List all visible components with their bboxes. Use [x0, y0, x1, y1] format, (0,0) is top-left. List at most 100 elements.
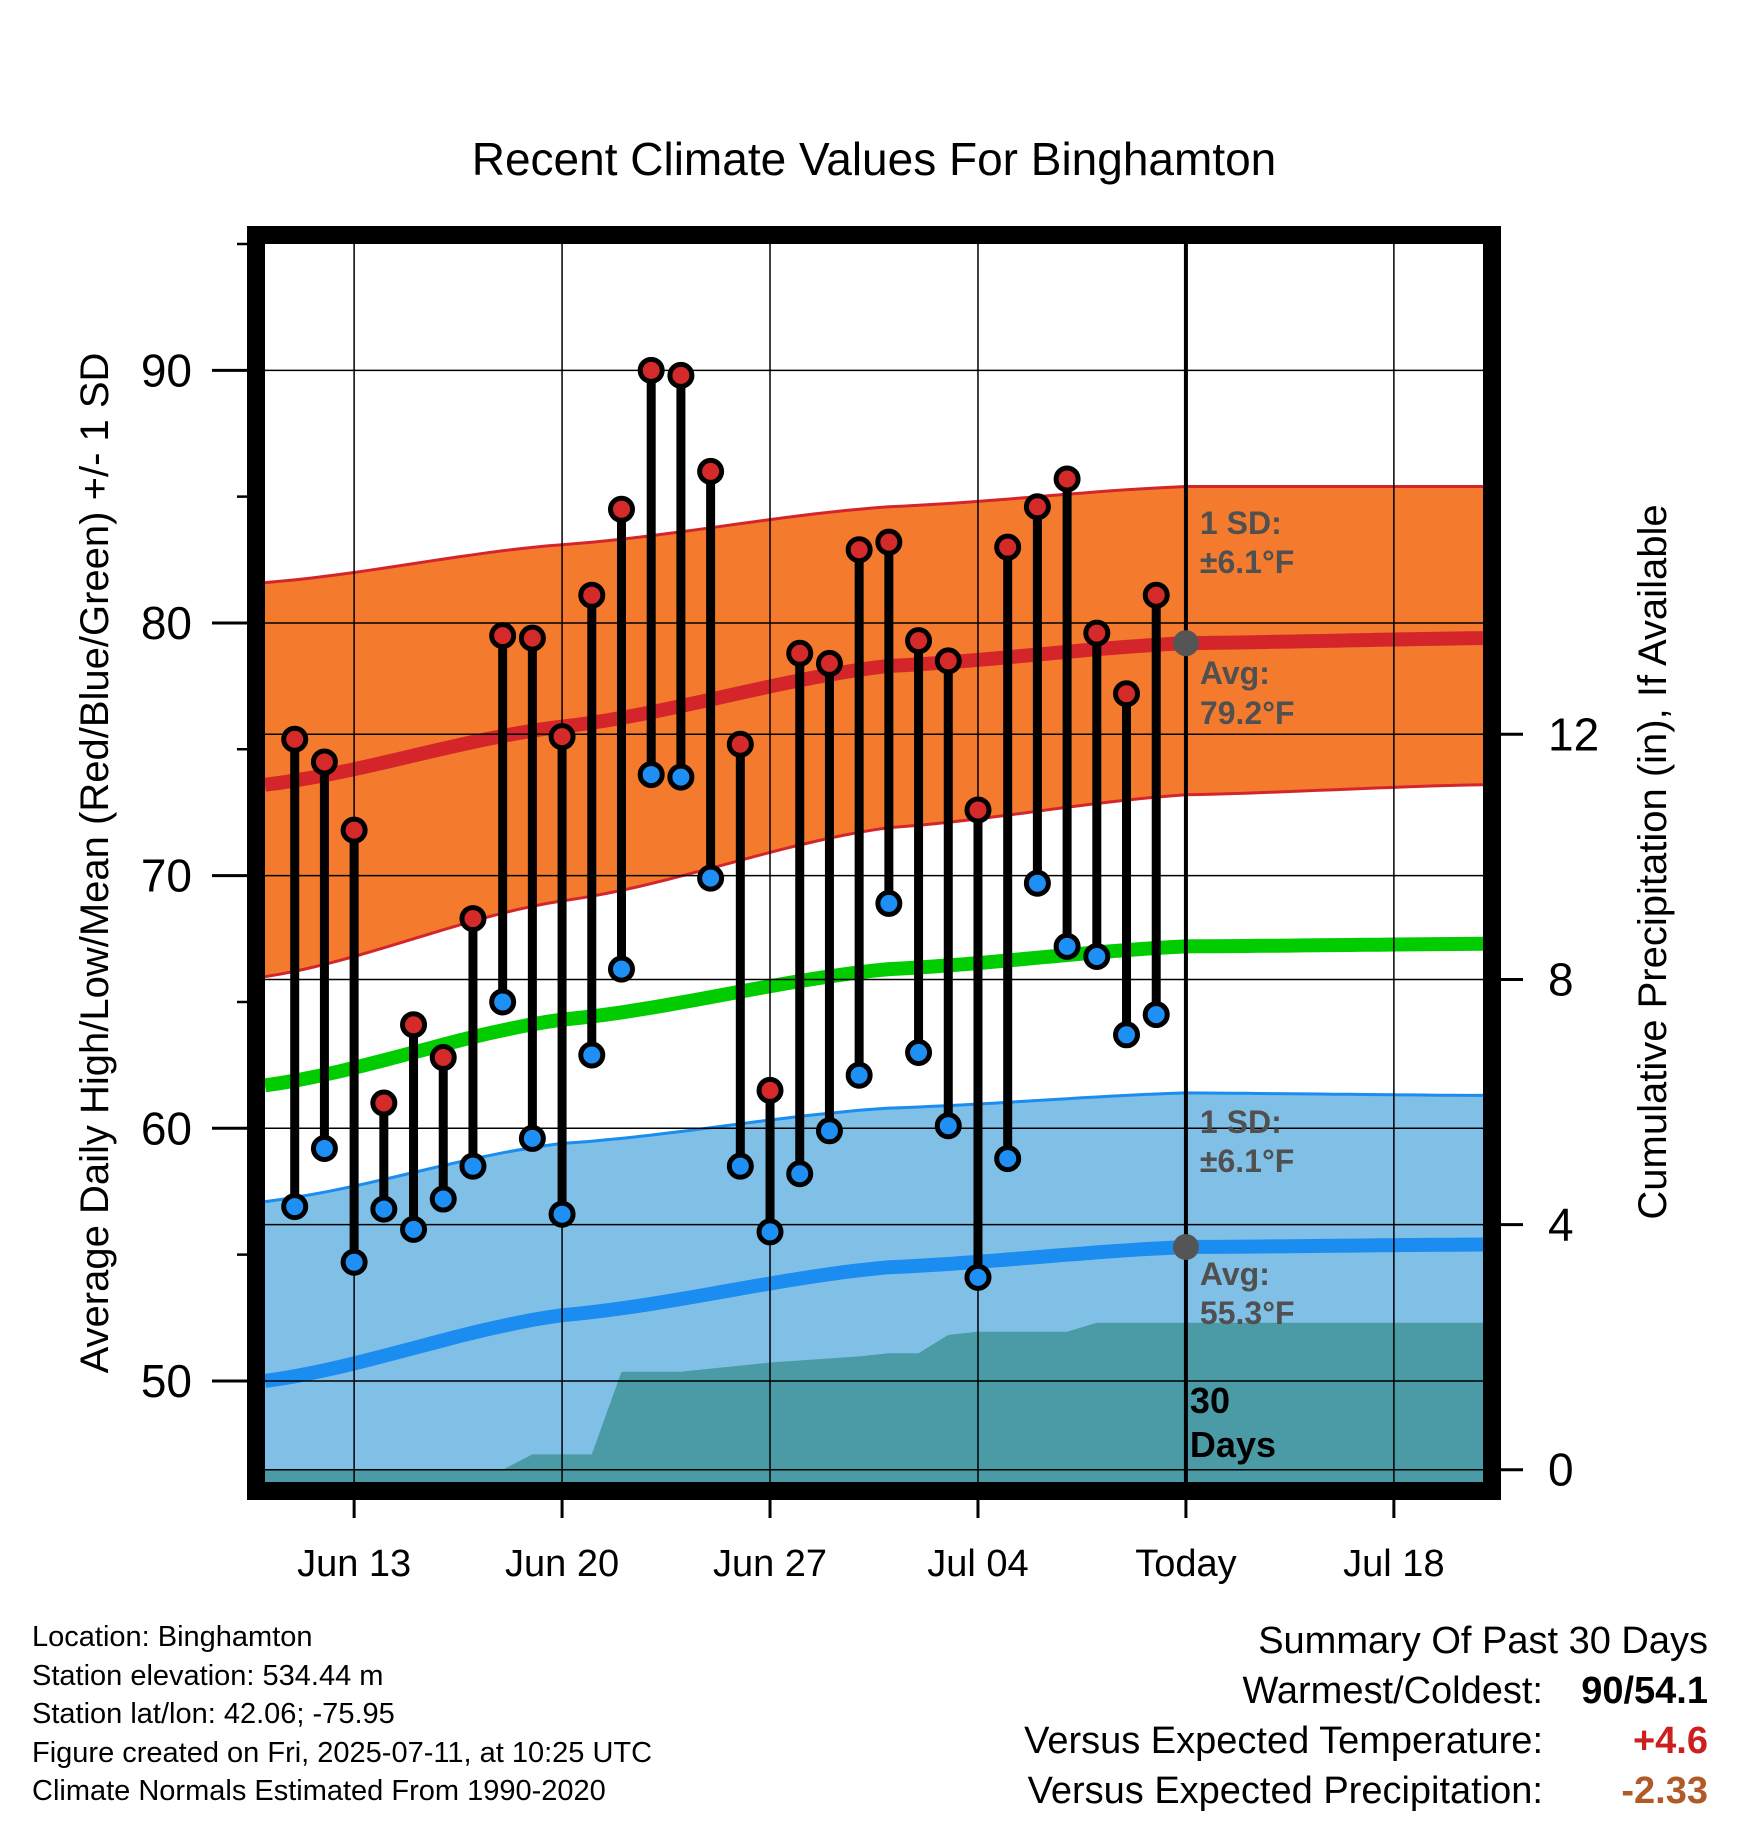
- daily-high-point: [340, 816, 368, 844]
- daily-low-point: [310, 1134, 338, 1162]
- daily-low-point: [1083, 942, 1111, 970]
- high-sd-band: [265, 486, 1483, 977]
- y-axis-label: Average Daily High/Low/Mean (Red/Blue/Gr…: [73, 353, 117, 1374]
- daily-high-point: [726, 730, 754, 758]
- daily-low-point: [1053, 932, 1081, 960]
- precip-area: [265, 1322, 1483, 1482]
- low-sd-label: 1 SD:: [1200, 1104, 1282, 1140]
- daily-high-point: [637, 356, 665, 384]
- daily-low-point: [1113, 1021, 1141, 1049]
- x-tick-label: Jun 20: [505, 1543, 619, 1585]
- x-tick-label: Jun 27: [713, 1543, 827, 1585]
- today-avg-high-point: [1172, 630, 1199, 657]
- daily-high-point: [964, 796, 992, 824]
- summary-title: Summary Of Past 30 Days: [1258, 1620, 1708, 1662]
- y-tick-label: 90: [141, 344, 192, 396]
- summary-row-temperature: Versus Expected Temperature: +4.6: [808, 1716, 1708, 1766]
- y2-axis-label: Cumulative Precipitation (in), If Availa…: [1631, 504, 1675, 1219]
- station-metadata: Location: Binghamton Station elevation: …: [32, 1618, 652, 1811]
- daily-low-point: [400, 1215, 428, 1243]
- daily-high-point: [815, 649, 843, 677]
- daily-high-point: [429, 1044, 457, 1072]
- summary-row-precipitation: Versus Expected Precipitation: -2.33: [808, 1766, 1708, 1816]
- y2-tick-label: 8: [1548, 953, 1574, 1005]
- daily-low-point: [1023, 869, 1051, 897]
- low-avg-value: 55.3°F: [1200, 1295, 1295, 1331]
- daily-low-point: [489, 988, 517, 1016]
- daily-low-point: [697, 864, 725, 892]
- daily-low-point: [994, 1145, 1022, 1173]
- daily-high-point: [578, 581, 606, 609]
- latlon-text: Station lat/lon: 42.06; -75.95: [32, 1698, 395, 1730]
- daily-low-point: [578, 1041, 606, 1069]
- daily-high-point: [1142, 581, 1170, 609]
- high-sd-upper-edge: [265, 485, 1483, 585]
- daily-high-point: [370, 1089, 398, 1117]
- daily-low-point: [1142, 1001, 1170, 1029]
- summary-panel: Summary Of Past 30 Days Warmest/Coldest:…: [808, 1616, 1708, 1816]
- warmest-coldest-value: 90/54.1: [1581, 1670, 1708, 1712]
- x-tick-label: Jul 04: [927, 1543, 1028, 1585]
- daily-low-point: [934, 1112, 962, 1140]
- y2-axis: 0 4 8 12: [1493, 708, 1599, 1496]
- days-number: 30: [1190, 1380, 1230, 1421]
- high-sd-label: 1 SD:: [1200, 505, 1282, 541]
- daily-high-point: [548, 723, 576, 751]
- plot-frame: [247, 226, 1501, 1500]
- daily-high-point: [400, 1011, 428, 1039]
- daily-high-point: [310, 748, 338, 776]
- daily-low-point: [905, 1038, 933, 1066]
- daily-high-point: [934, 647, 962, 675]
- daily-high-point: [607, 495, 635, 523]
- daily-high-point: [905, 627, 933, 655]
- x-axis-label: Day: [838, 1595, 909, 1600]
- x-tick-label: Jul 18: [1343, 1543, 1444, 1585]
- summary-row-warmest-coldest: Warmest/Coldest: 90/54.1: [808, 1666, 1708, 1716]
- daily-low-point: [964, 1263, 992, 1291]
- avg-high-line: [265, 631, 1483, 792]
- daily-low-point: [637, 761, 665, 789]
- precip-anomaly-value: -2.33: [1621, 1770, 1708, 1812]
- daily-low-point: [340, 1248, 368, 1276]
- low-avg-label: Avg:: [1200, 1256, 1270, 1292]
- daily-high-point: [1113, 680, 1141, 708]
- daily-high-point: [459, 905, 487, 933]
- high-avg-label: Avg:: [1200, 655, 1270, 691]
- avg-low-line: [265, 1237, 1483, 1388]
- daily-low-point: [786, 1160, 814, 1188]
- daily-high-point: [756, 1076, 784, 1104]
- daily-low-point: [667, 763, 695, 791]
- daily-low-point: [726, 1152, 754, 1180]
- daily-low-point: [459, 1152, 487, 1180]
- y2-tick-label: 0: [1548, 1444, 1574, 1496]
- daily-low-point: [845, 1061, 873, 1089]
- y-tick-label: 60: [141, 1102, 192, 1154]
- daily-marks: [281, 356, 1170, 1291]
- y2-tick-label: 4: [1548, 1199, 1574, 1251]
- daily-high-point: [1023, 493, 1051, 521]
- daily-high-point: [667, 361, 695, 389]
- daily-high-point: [1053, 465, 1081, 493]
- x-tick-label: Today: [1135, 1543, 1236, 1585]
- chart-title: Recent Climate Values For Binghamton: [472, 133, 1277, 185]
- y2-tick-label: 12: [1548, 708, 1599, 760]
- daily-high-point: [489, 622, 517, 650]
- daily-high-point: [994, 533, 1022, 561]
- daily-high-point: [1083, 619, 1111, 647]
- daily-low-point: [281, 1193, 309, 1221]
- daily-low-point: [756, 1218, 784, 1246]
- y-tick-label: 50: [141, 1355, 192, 1407]
- y-tick-label: 80: [141, 597, 192, 649]
- daily-high-point: [845, 536, 873, 564]
- daily-low-point: [815, 1117, 843, 1145]
- daily-low-point: [607, 955, 635, 983]
- daily-low-point: [429, 1185, 457, 1213]
- y-axis: 50 60 70 80 90: [141, 242, 255, 1407]
- daily-high-point: [786, 639, 814, 667]
- elevation-text: Station elevation: 534.44 m: [32, 1659, 384, 1692]
